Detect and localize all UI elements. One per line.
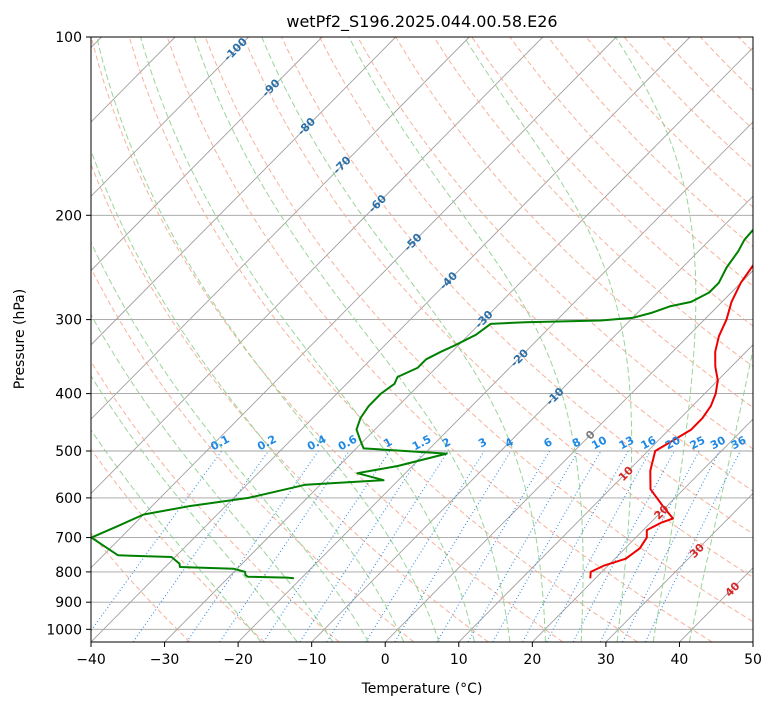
x-tick-label: 0 [381, 652, 390, 668]
y-tick-label: 800 [55, 565, 82, 581]
isotherm-line [458, 344, 753, 642]
isotherm-line [91, 37, 249, 197]
mixing-ratio-line [91, 450, 223, 632]
x-tick-label: −10 [297, 652, 327, 668]
profile-series [91, 228, 753, 580]
mixing-ratio-line [219, 450, 350, 642]
moist-adiabat [91, 374, 298, 642]
y-tick-label: 100 [55, 30, 82, 46]
dry-adiabat [91, 532, 191, 642]
dry-adiabat [166, 37, 713, 642]
mixing-ratio-line [599, 450, 700, 642]
dry-adiabat [471, 37, 753, 327]
moist-adiabat [140, 37, 475, 642]
moist-adiabat [91, 241, 369, 642]
mixing-ratio-line [186, 450, 319, 642]
dry-adiabat [319, 37, 753, 492]
x-tick-label: −30 [150, 652, 180, 668]
x-tick-label: 50 [744, 652, 762, 668]
dry-adiabat [91, 163, 489, 642]
isotherm-line [91, 37, 691, 642]
x-tick-label: −20 [223, 652, 253, 668]
mixing-ratio-line [365, 450, 485, 642]
dry-adiabat [357, 37, 753, 450]
y-tick-label: 200 [55, 208, 82, 224]
isotherm-line [91, 37, 544, 495]
y-axis: 100 200 300 400 500 600 700 800 900 1000 [46, 30, 91, 638]
x-tick-label: −40 [76, 652, 106, 668]
moist-adiabat [688, 346, 753, 642]
mixing-ratio-line [522, 450, 629, 642]
y-tick-label: 500 [55, 444, 82, 460]
dry-adiabat [91, 448, 265, 642]
moist-adiabat [91, 149, 405, 642]
mixing-ratio-label: 36 [729, 433, 749, 452]
mixing-ratio-label: 16 [639, 433, 659, 452]
y-tick-label: 900 [55, 595, 82, 611]
x-tick-label: 20 [523, 652, 541, 668]
dry-adiabat [433, 37, 753, 368]
mixing-ratio-label: 30 [708, 433, 728, 452]
moist-adiabat [463, 37, 633, 642]
dry-adiabat [128, 37, 638, 642]
moist-adiabat [348, 37, 584, 642]
isotherm-line [385, 269, 753, 642]
dry-adiabat [91, 360, 340, 642]
mixing-ratio-line [622, 450, 721, 642]
moist-adiabat [615, 37, 697, 642]
x-axis-label: Temperature (°C) [361, 681, 483, 697]
mixing-ratio-label: 10 [589, 433, 609, 452]
mixing-ratio-line [263, 450, 391, 642]
y-tick-label: 400 [55, 387, 82, 403]
dry-adiabat [91, 37, 564, 642]
y-axis-label: Pressure (hPa) [12, 289, 28, 389]
x-tick-label: 10 [450, 652, 468, 668]
mixing-ratio-label: 20 [663, 433, 683, 452]
x-axis: −40 −30 −20 −10 0 10 20 30 40 50 [76, 642, 762, 668]
dewpoint-profile-line [91, 228, 753, 580]
temperature-profile-line [589, 263, 753, 579]
plot-frame [90, 36, 754, 643]
y-tick-label: 300 [55, 313, 82, 329]
isotherm-line [91, 37, 323, 272]
isotherm-line [532, 418, 753, 642]
mixing-ratio-line [572, 450, 675, 642]
isotherm-line [237, 121, 753, 642]
mixing-ratio-label: 25 [688, 434, 708, 453]
isotherm-line [91, 37, 397, 346]
mixing-ratio-line [546, 450, 651, 642]
dry-adiabat [91, 267, 414, 642]
chart-title: wetPf2_S196.2025.044.00.58.E26 [286, 12, 557, 32]
isotherm-line [605, 492, 753, 642]
dry-adiabat [204, 37, 753, 623]
x-tick-label: 30 [597, 652, 615, 668]
moist-adiabat [96, 37, 440, 642]
mixing-ratio-line [394, 450, 512, 642]
dry-adiabat [281, 37, 753, 535]
y-tick-label: 600 [55, 491, 82, 507]
y-tick-label: 1000 [46, 622, 82, 638]
mixing-ratio-line [132, 450, 269, 642]
isotherm-line [164, 46, 753, 642]
y-tick-label: 700 [55, 531, 82, 547]
background-lines [91, 37, 753, 642]
moist-adiabat [91, 429, 262, 642]
moist-adiabat [261, 37, 546, 642]
isotherm-line [91, 37, 617, 569]
mixing-ratio-line [299, 450, 424, 642]
mixing-ratio-label: 13 [617, 434, 637, 453]
isotherm-line [91, 37, 470, 420]
x-tick-label: 40 [671, 652, 689, 668]
